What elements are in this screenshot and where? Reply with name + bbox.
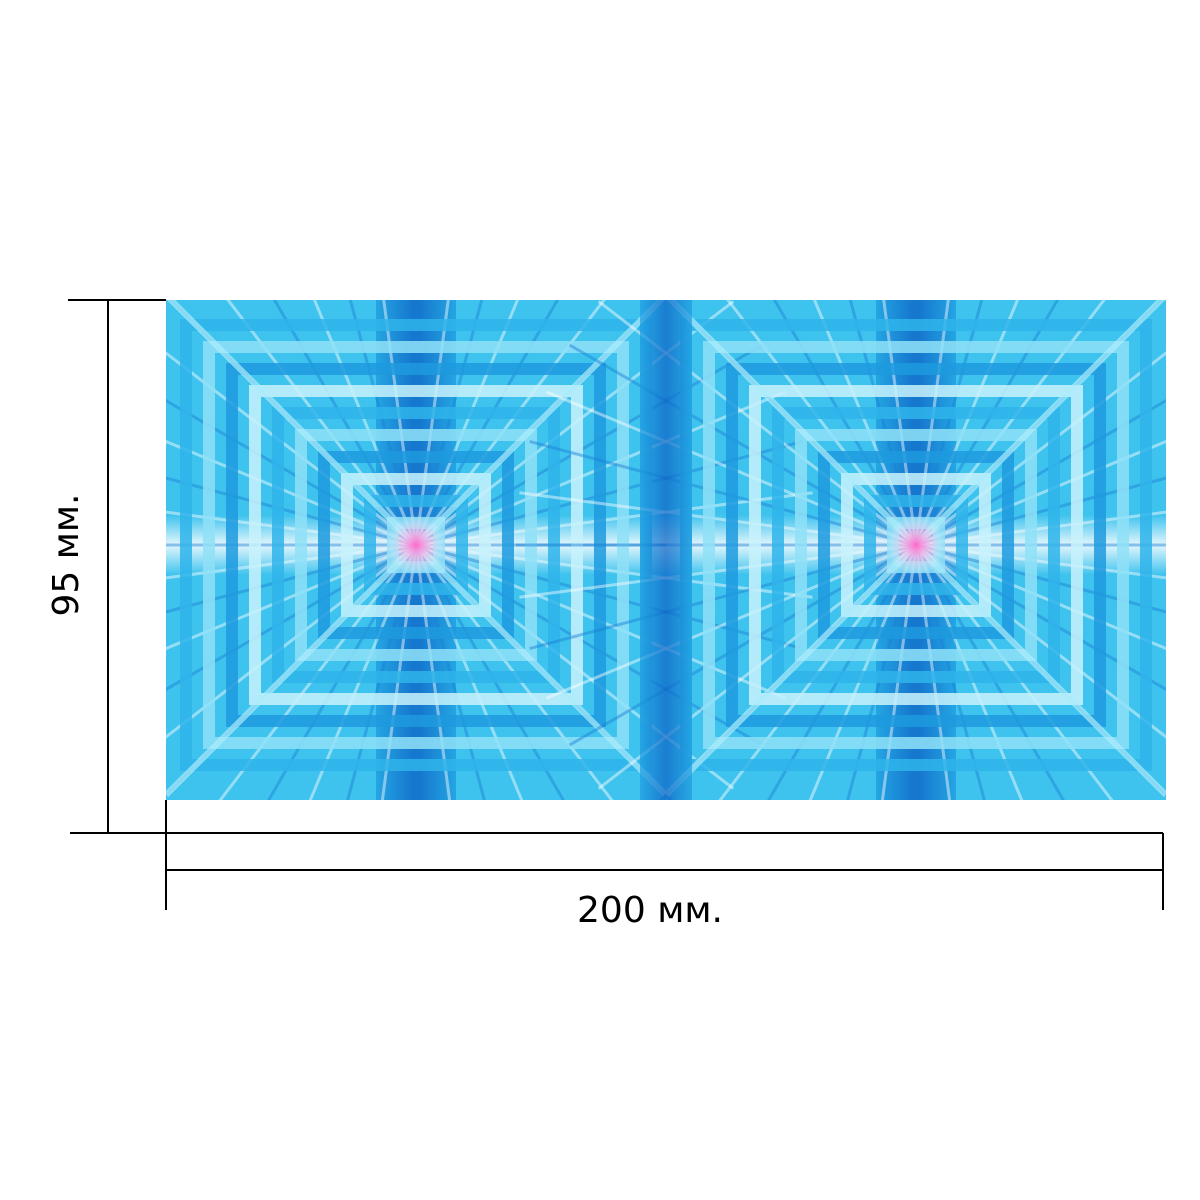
tunnel-frame <box>772 407 1060 683</box>
tunnel-frame <box>226 363 606 727</box>
ray <box>915 543 1166 692</box>
diagonal <box>913 300 1166 548</box>
width-label: 200 мм. <box>577 890 723 931</box>
height-label: 95 мм. <box>46 493 87 616</box>
tunnel-frame <box>203 341 629 749</box>
diagonal <box>666 300 919 548</box>
diagonal <box>913 542 1166 798</box>
tunnel-frame <box>272 407 560 683</box>
center-glow <box>886 515 946 575</box>
tunnel-frame <box>364 495 468 595</box>
diagonal <box>413 300 666 548</box>
panel-pattern <box>166 300 1166 800</box>
tunnel-frame <box>795 429 1037 661</box>
ray <box>568 343 917 547</box>
diagonal <box>413 542 669 798</box>
diagonal <box>166 542 419 798</box>
tunnel-frame <box>295 429 537 661</box>
tunnel-frame <box>249 385 583 705</box>
tunnel-frame <box>703 341 1129 749</box>
tunnel-frame <box>864 495 968 595</box>
center-glow <box>386 515 446 575</box>
tunnel-frame <box>318 451 514 639</box>
diagonal <box>166 300 419 548</box>
middle-band <box>640 300 692 800</box>
tunnel-frame <box>341 473 491 617</box>
tunnel-frame <box>841 473 991 617</box>
tunnel-frame <box>726 363 1106 727</box>
ray <box>166 398 417 547</box>
ray <box>166 543 417 692</box>
tunnel-frame <box>818 451 1014 639</box>
ray <box>568 543 917 747</box>
diagonal <box>663 542 919 798</box>
tunnel-frame <box>749 385 1083 705</box>
ray <box>915 398 1166 547</box>
